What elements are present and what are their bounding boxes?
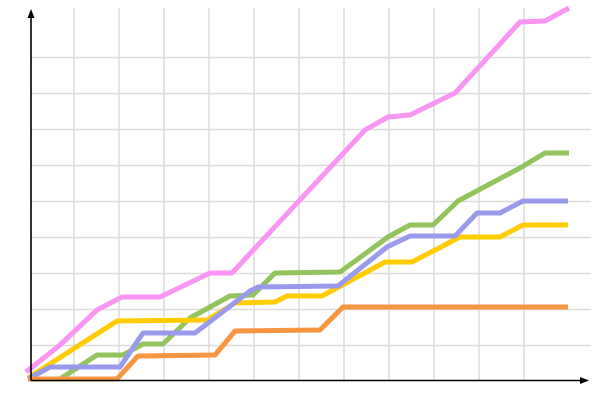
x-axis-arrow-icon (580, 377, 589, 384)
series-line-orange (28, 304, 568, 382)
series-line-periwinkle (26, 198, 568, 382)
series-line-gold (26, 222, 568, 381)
series-line-green (28, 150, 569, 382)
series-line-violet (24, 5, 571, 374)
y-axis-arrow-icon (27, 9, 35, 18)
series-lines (24, 5, 571, 382)
axes (27, 9, 589, 384)
